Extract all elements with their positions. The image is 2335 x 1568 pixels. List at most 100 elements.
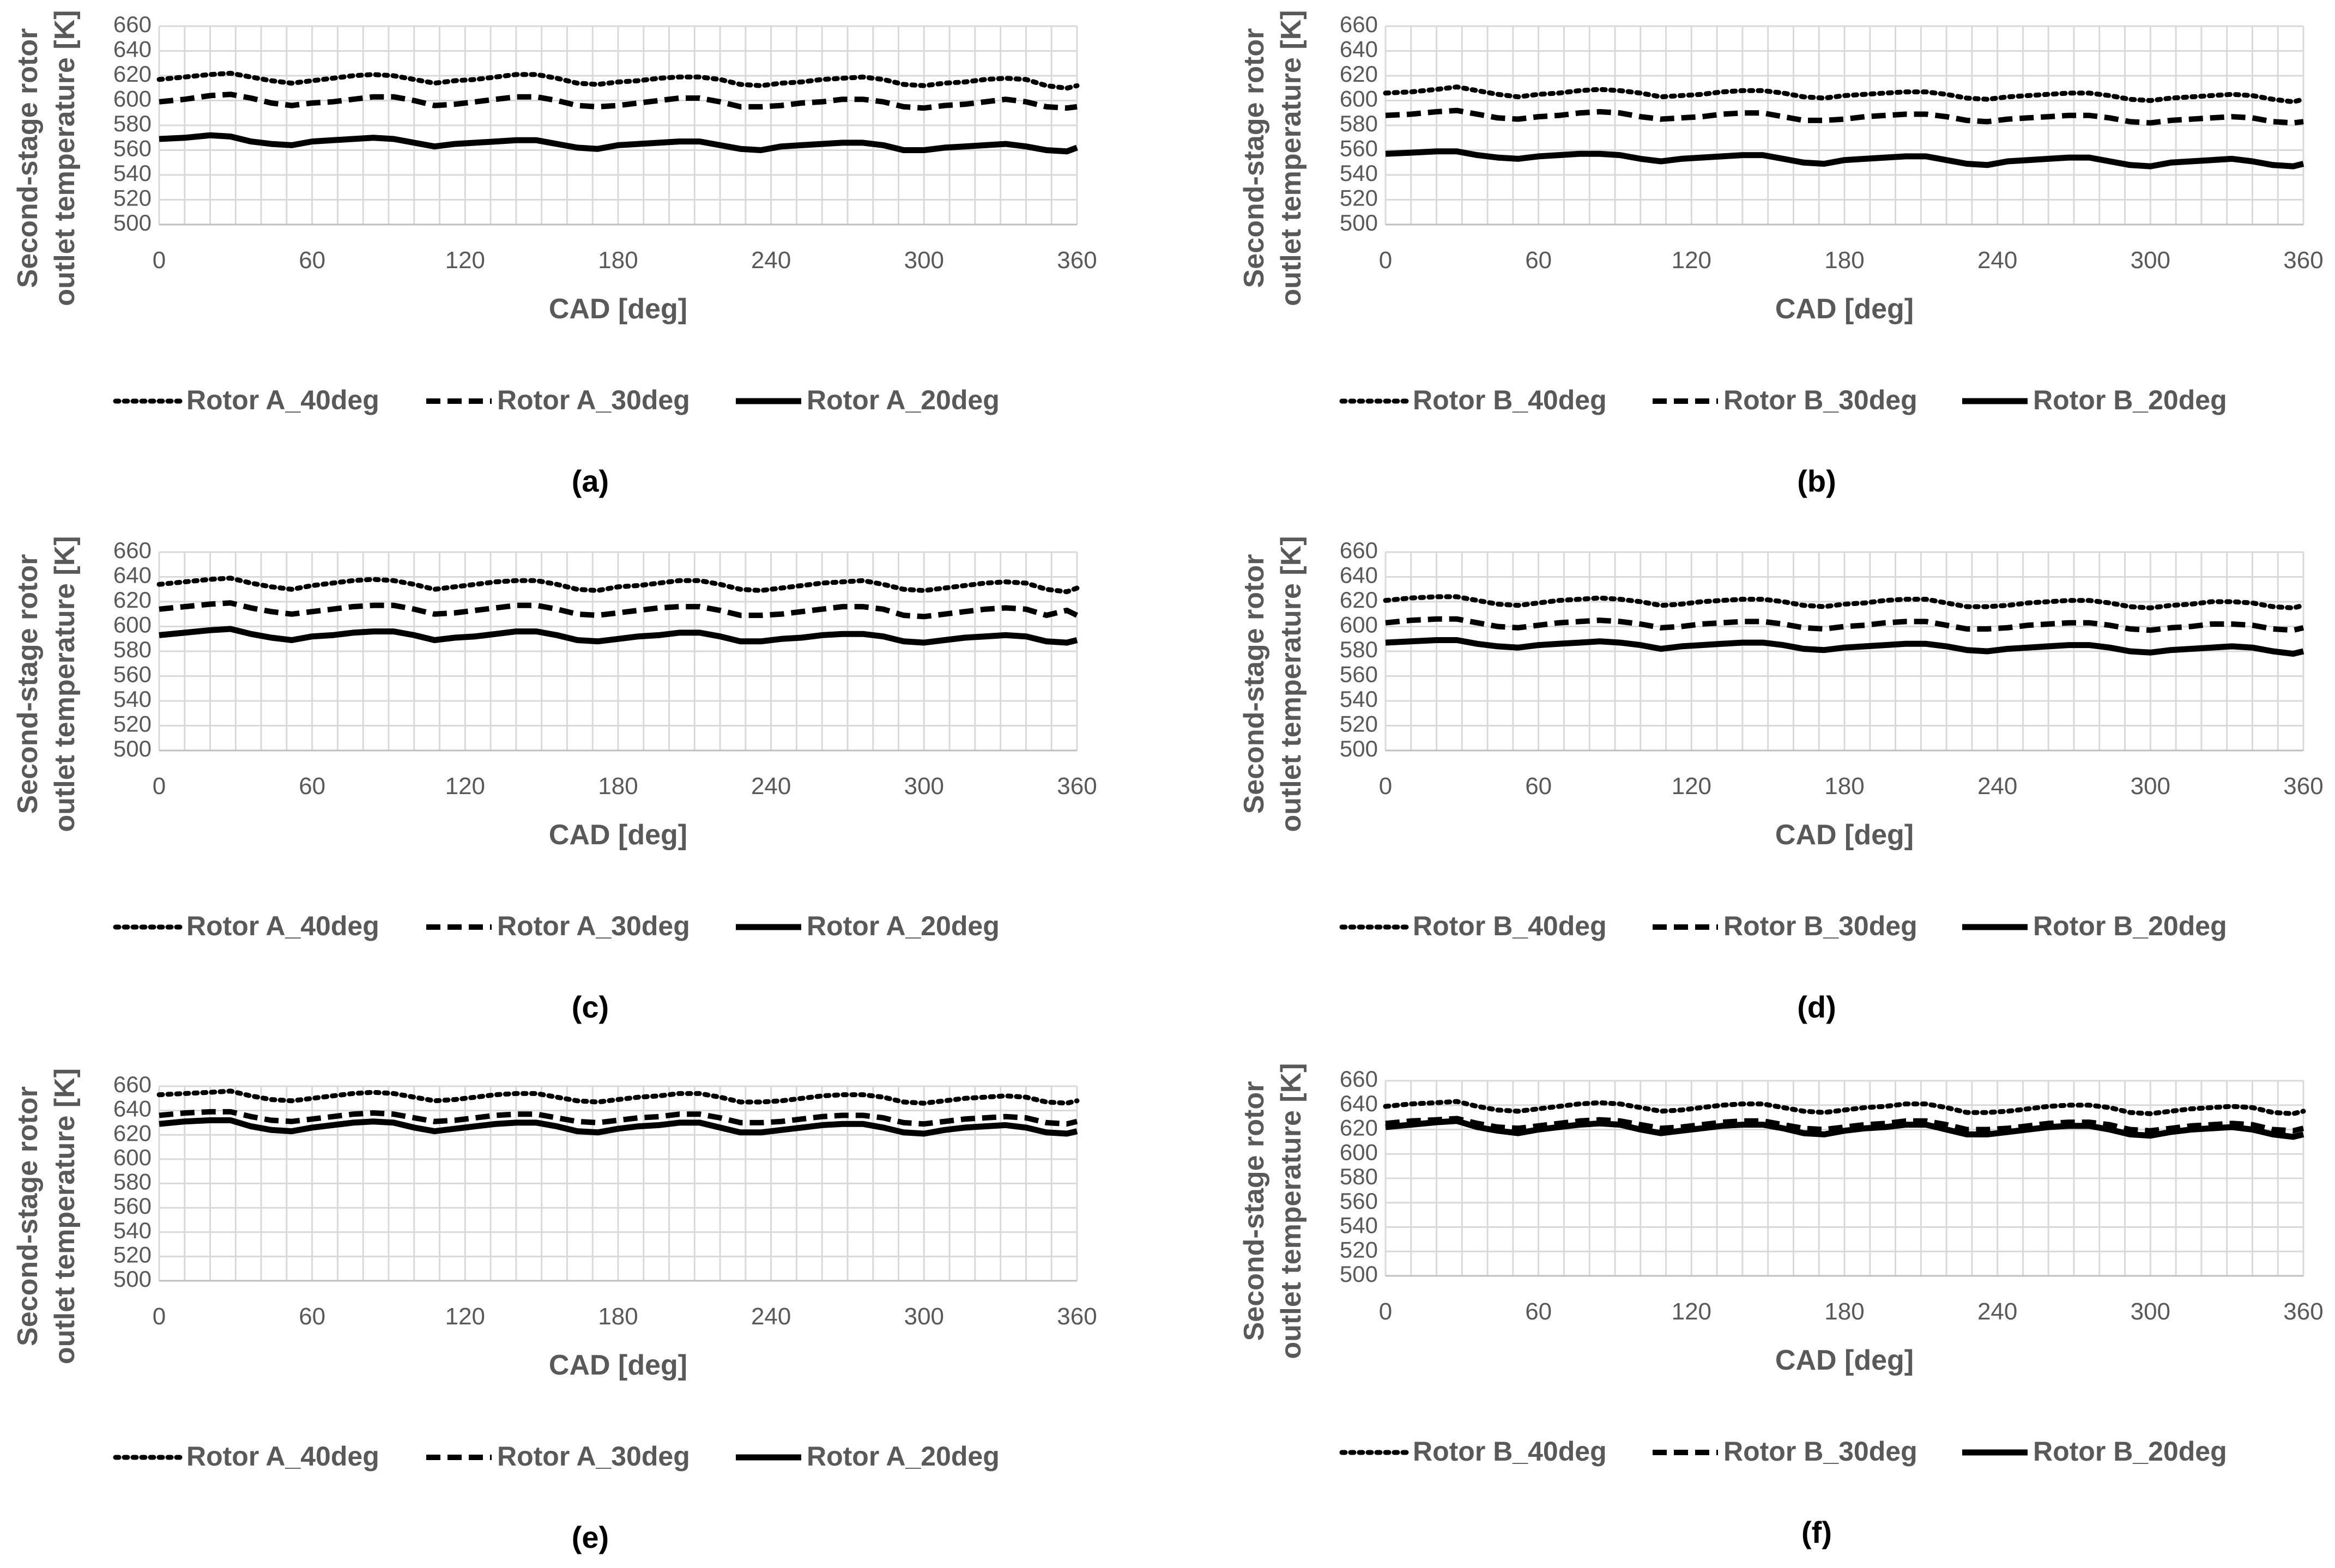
x-tick-label: 120 xyxy=(1672,773,1711,800)
x-tick-label: 60 xyxy=(1525,1298,1552,1325)
series-line-dotted xyxy=(156,70,1080,91)
y-tick-label: 520 xyxy=(113,711,152,737)
x-tick-label: 360 xyxy=(2283,247,2323,274)
legend-label: Rotor B_30deg xyxy=(1723,911,1917,941)
legend-label: Rotor B_20deg xyxy=(2033,385,2227,415)
legend-label: Rotor B_30deg xyxy=(1723,1436,1917,1467)
y-tick-label: 500 xyxy=(113,736,152,761)
y-tick-label: 620 xyxy=(1340,1115,1378,1141)
series-line-solid xyxy=(1385,148,2304,169)
y-axis-title: outlet temperature [K] xyxy=(49,10,81,306)
y-tick-label: 560 xyxy=(1340,136,1378,161)
y-tick-label: 560 xyxy=(113,136,152,161)
legend-item: Rotor B_30deg xyxy=(1653,1436,1917,1467)
x-tick-label: 60 xyxy=(1525,247,1552,274)
y-tick-label: 640 xyxy=(113,562,152,588)
y-tick-label: 500 xyxy=(113,210,152,235)
x-tick-label: 0 xyxy=(153,773,166,800)
x-tick-label: 0 xyxy=(153,1303,166,1330)
x-tick-label: 180 xyxy=(598,1303,638,1330)
x-axis-title: CAD [deg] xyxy=(549,819,687,851)
panel-label: (b) xyxy=(1797,464,1836,498)
legend-label: Rotor A_30deg xyxy=(497,385,690,415)
y-axis-title: Second-stage rotor xyxy=(1238,554,1270,814)
legend-item: Rotor A_40deg xyxy=(113,911,379,941)
x-tick-label: 180 xyxy=(1824,773,1864,800)
y-tick-label: 520 xyxy=(1340,1237,1378,1262)
legend-label: Rotor A_30deg xyxy=(497,1441,690,1472)
legend-label: Rotor A_40deg xyxy=(186,385,379,415)
x-tick-label: 240 xyxy=(751,773,791,800)
x-tick-label: 0 xyxy=(1379,773,1392,800)
legend-item: Rotor B_40deg xyxy=(1339,385,1607,415)
legend-item: Rotor A_30deg xyxy=(426,385,690,415)
x-tick-label: 300 xyxy=(2131,247,2170,274)
x-axis-title: CAD [deg] xyxy=(1775,1345,1914,1376)
y-tick-label: 540 xyxy=(113,160,152,186)
x-tick-label: 120 xyxy=(445,1303,485,1330)
y-axis-title: outlet temperature [K] xyxy=(49,1068,81,1364)
x-tick-label: 300 xyxy=(904,773,944,800)
x-tick-label: 0 xyxy=(1379,247,1392,274)
y-tick-label: 600 xyxy=(1340,86,1378,112)
legend-label: Rotor A_20deg xyxy=(807,1441,1000,1472)
series-line-dashed xyxy=(1385,107,2304,126)
y-tick-label: 620 xyxy=(113,587,152,613)
legend-label: Rotor B_20deg xyxy=(2033,1436,2227,1467)
legend-item: Rotor B_40deg xyxy=(1339,1436,1607,1467)
x-axis-title: CAD [deg] xyxy=(1775,819,1914,851)
x-tick-label: 240 xyxy=(1977,773,2017,800)
series-line-dashed xyxy=(159,92,1078,111)
y-tick-label: 660 xyxy=(1340,11,1378,37)
series-line-solid xyxy=(1385,637,2304,657)
y-tick-label: 660 xyxy=(113,1071,152,1097)
legend-label: Rotor A_40deg xyxy=(186,1441,379,1472)
y-tick-label: 540 xyxy=(1340,160,1378,186)
x-tick-label: 120 xyxy=(1672,1298,1711,1325)
y-tick-label: 640 xyxy=(1340,37,1378,62)
panel-label: (a) xyxy=(572,464,609,498)
y-tick-label: 660 xyxy=(1340,1066,1378,1092)
series-line-dotted xyxy=(1383,1099,2306,1116)
legend-item: Rotor A_30deg xyxy=(426,911,690,941)
series-line-dotted xyxy=(1383,594,2306,610)
y-axis-title: outlet temperature [K] xyxy=(49,536,81,832)
x-axis-title: CAD [deg] xyxy=(549,293,687,325)
y-axis-title: outlet temperature [K] xyxy=(1275,1063,1307,1359)
x-tick-label: 300 xyxy=(2131,773,2170,800)
x-tick-label: 300 xyxy=(904,247,944,274)
y-tick-label: 660 xyxy=(113,537,152,563)
y-tick-label: 580 xyxy=(113,1169,152,1195)
x-tick-label: 240 xyxy=(751,1303,791,1330)
series-line-dashed xyxy=(159,600,1079,620)
series-line-dotted xyxy=(156,1088,1080,1106)
y-tick-label: 520 xyxy=(1340,185,1378,211)
legend-label: Rotor A_40deg xyxy=(186,911,379,941)
legend-item: Rotor B_20deg xyxy=(1962,911,2227,941)
series-line-solid xyxy=(159,626,1078,646)
y-axis-title: Second-stage rotor xyxy=(1238,28,1270,288)
series-line-solid xyxy=(1385,1118,2304,1140)
x-tick-label: 60 xyxy=(299,1303,325,1330)
y-tick-label: 520 xyxy=(113,185,152,211)
y-tick-label: 580 xyxy=(1340,1164,1378,1189)
x-axis-title: CAD [deg] xyxy=(1775,293,1914,325)
panel-label: (f) xyxy=(1801,1515,1832,1549)
y-axis-title: Second-stage rotor xyxy=(1238,1081,1270,1341)
y-tick-label: 620 xyxy=(113,1120,152,1146)
y-tick-label: 580 xyxy=(113,637,152,662)
x-tick-label: 300 xyxy=(904,1303,944,1330)
series-line-dashed xyxy=(159,1109,1078,1127)
legend-item: Rotor B_20deg xyxy=(1962,1436,2227,1467)
panel-label: (d) xyxy=(1797,990,1836,1024)
legend-item: Rotor A_40deg xyxy=(113,385,379,415)
x-tick-label: 360 xyxy=(2283,1298,2323,1325)
legend-label: Rotor B_40deg xyxy=(1413,911,1607,941)
y-tick-label: 540 xyxy=(113,686,152,712)
y-axis-title: Second-stage rotor xyxy=(12,1086,44,1346)
